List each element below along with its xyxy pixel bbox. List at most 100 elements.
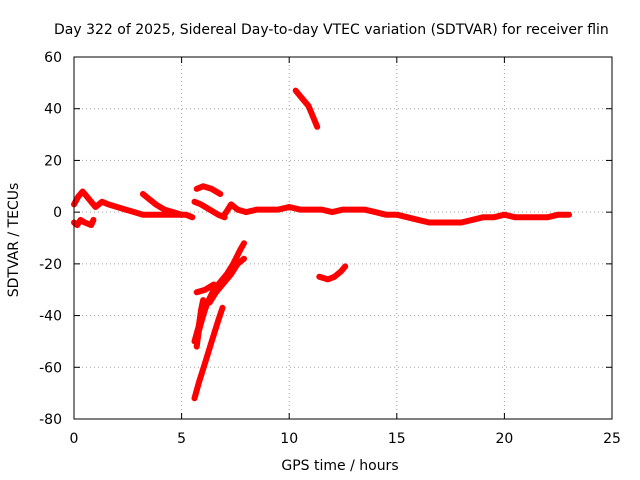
data-point [501, 212, 507, 218]
data-point [183, 212, 189, 218]
data-point [209, 338, 215, 344]
data-point [362, 207, 367, 213]
series-descent-1 [193, 240, 247, 350]
y-axis-ticks: -80 -60 -40 -20 0 20 40 60 [39, 50, 612, 428]
data-point [480, 214, 486, 220]
data-point [331, 274, 337, 280]
data-point [194, 344, 200, 350]
y-tick-label: -80 [39, 412, 62, 428]
data-point [213, 289, 219, 295]
data-point [469, 217, 475, 223]
plot-frame [73, 56, 613, 420]
chart-title: Day 322 of 2025, Sidereal Day-to-day VTE… [54, 22, 609, 38]
data-point [114, 204, 120, 210]
series-main-track-3 [221, 201, 572, 226]
y-tick-label: -20 [39, 257, 62, 273]
data-point [299, 95, 305, 101]
series-descent-2 [191, 297, 207, 345]
data-point [202, 287, 208, 293]
data-point [146, 196, 152, 202]
data-point [198, 307, 204, 313]
x-axis-label: GPS time / hours [281, 458, 398, 474]
data-point [192, 199, 197, 205]
data-point [491, 214, 497, 220]
data-point [140, 191, 146, 197]
data-point [297, 207, 303, 213]
data-point [105, 201, 111, 207]
data-point [192, 338, 197, 344]
x-tick-label: 10 [280, 431, 298, 447]
data-point [426, 220, 432, 225]
data-point [220, 305, 225, 311]
data-point [131, 209, 137, 215]
data-point [84, 194, 90, 200]
data-point [566, 212, 572, 218]
x-tick-label: 20 [495, 431, 513, 447]
data-point [207, 207, 213, 213]
y-tick-label: -60 [39, 360, 62, 376]
data-point [237, 248, 243, 254]
data-point [458, 220, 464, 225]
data-point [196, 323, 202, 329]
data-point [140, 212, 146, 218]
data-point [342, 263, 348, 269]
data-point [153, 201, 159, 207]
y-tick-label: 60 [44, 50, 62, 66]
data-point [383, 212, 389, 218]
data-point [196, 380, 202, 386]
y-axis-label: SDTVAR / TECUs [6, 183, 22, 298]
y-tick-label: -40 [39, 309, 62, 325]
data-point [209, 186, 215, 192]
data-point [523, 214, 529, 220]
y-tick-label: 0 [53, 205, 62, 221]
data-point [512, 214, 518, 220]
data-point [555, 212, 561, 218]
data-point [90, 217, 96, 223]
data-point [99, 199, 105, 205]
data-point [88, 222, 94, 228]
data-point [123, 207, 129, 213]
data-point [194, 289, 200, 295]
data-point [235, 261, 241, 267]
data-point [189, 214, 195, 220]
data-point [198, 201, 204, 207]
x-tick-label: 5 [177, 431, 186, 447]
data-point [228, 271, 234, 277]
x-tick-label: 0 [70, 431, 79, 447]
data-point [88, 199, 94, 205]
plot-area [71, 87, 572, 402]
data-point [192, 395, 197, 401]
y-tick-label: 40 [44, 102, 62, 118]
data-point [74, 222, 80, 228]
data-point [93, 204, 98, 210]
data-point [170, 209, 176, 215]
data-point [207, 300, 213, 306]
data-point [202, 359, 208, 365]
data-point [222, 212, 228, 218]
data-point [338, 269, 344, 275]
data-point [314, 124, 320, 130]
data-point [316, 274, 322, 280]
data-point [80, 189, 86, 194]
data-point [200, 297, 206, 303]
data-point [241, 240, 247, 246]
data-point [293, 88, 299, 94]
data-point [228, 201, 234, 207]
data-point [265, 207, 271, 213]
data-point [194, 186, 200, 192]
data-point [75, 194, 81, 200]
data-point [254, 207, 260, 213]
data-point [437, 220, 443, 225]
data-point [351, 207, 357, 213]
data-point [329, 209, 335, 215]
data-point [78, 217, 83, 223]
series-arc-b [193, 183, 224, 197]
data-point [534, 214, 540, 220]
data-point [157, 212, 163, 218]
data-point [306, 103, 312, 109]
data-point [325, 276, 331, 282]
data-point [286, 204, 292, 210]
grid [74, 57, 612, 419]
data-point [319, 207, 324, 213]
